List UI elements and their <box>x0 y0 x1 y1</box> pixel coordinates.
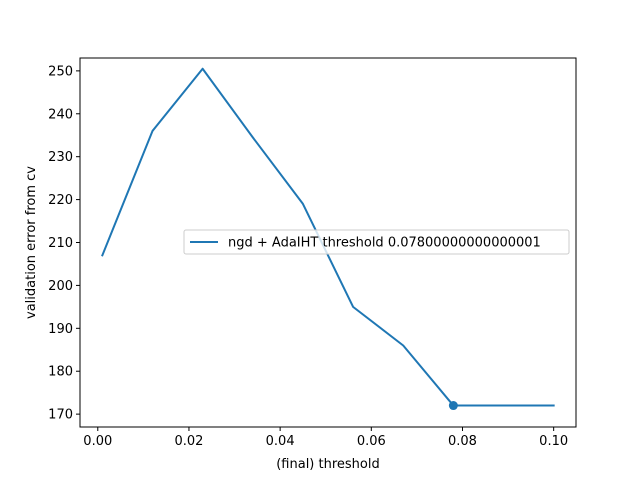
y-tick-label: 230 <box>48 150 73 165</box>
y-tick-label: 220 <box>48 193 73 208</box>
y-tick-label: 200 <box>48 279 73 294</box>
x-axis-label: (final) threshold <box>276 457 380 472</box>
x-tick-label: 0.00 <box>83 434 112 449</box>
y-axis-ticks: 170 180 190 200 210 220 230 240 250 <box>48 64 80 423</box>
legend: ngd + AdaIHT threshold 0.078000000000000… <box>183 229 570 255</box>
y-tick-label: 210 <box>48 236 73 251</box>
series-layer <box>101 67 555 411</box>
y-axis-label: validation error from cv <box>24 166 39 319</box>
x-tick-label: 0.04 <box>266 434 295 449</box>
y-tick-label: 250 <box>48 64 73 79</box>
y-tick-label: 240 <box>48 107 73 122</box>
series-line <box>101 67 555 407</box>
x-tick-label: 0.02 <box>174 434 203 449</box>
y-tick-label: 190 <box>48 322 73 337</box>
x-axis-ticks: 0.00 0.02 0.04 0.06 0.08 0.10 <box>83 427 568 449</box>
y-tick-label: 170 <box>48 408 73 423</box>
selected-threshold-marker <box>448 401 458 411</box>
y-tick-label: 180 <box>48 365 73 380</box>
legend-box <box>183 229 570 255</box>
legend-label: ngd + AdaIHT threshold 0.078000000000000… <box>228 236 541 251</box>
x-tick-label: 0.10 <box>539 434 568 449</box>
x-tick-label: 0.08 <box>448 434 477 449</box>
x-tick-label: 0.06 <box>357 434 386 449</box>
